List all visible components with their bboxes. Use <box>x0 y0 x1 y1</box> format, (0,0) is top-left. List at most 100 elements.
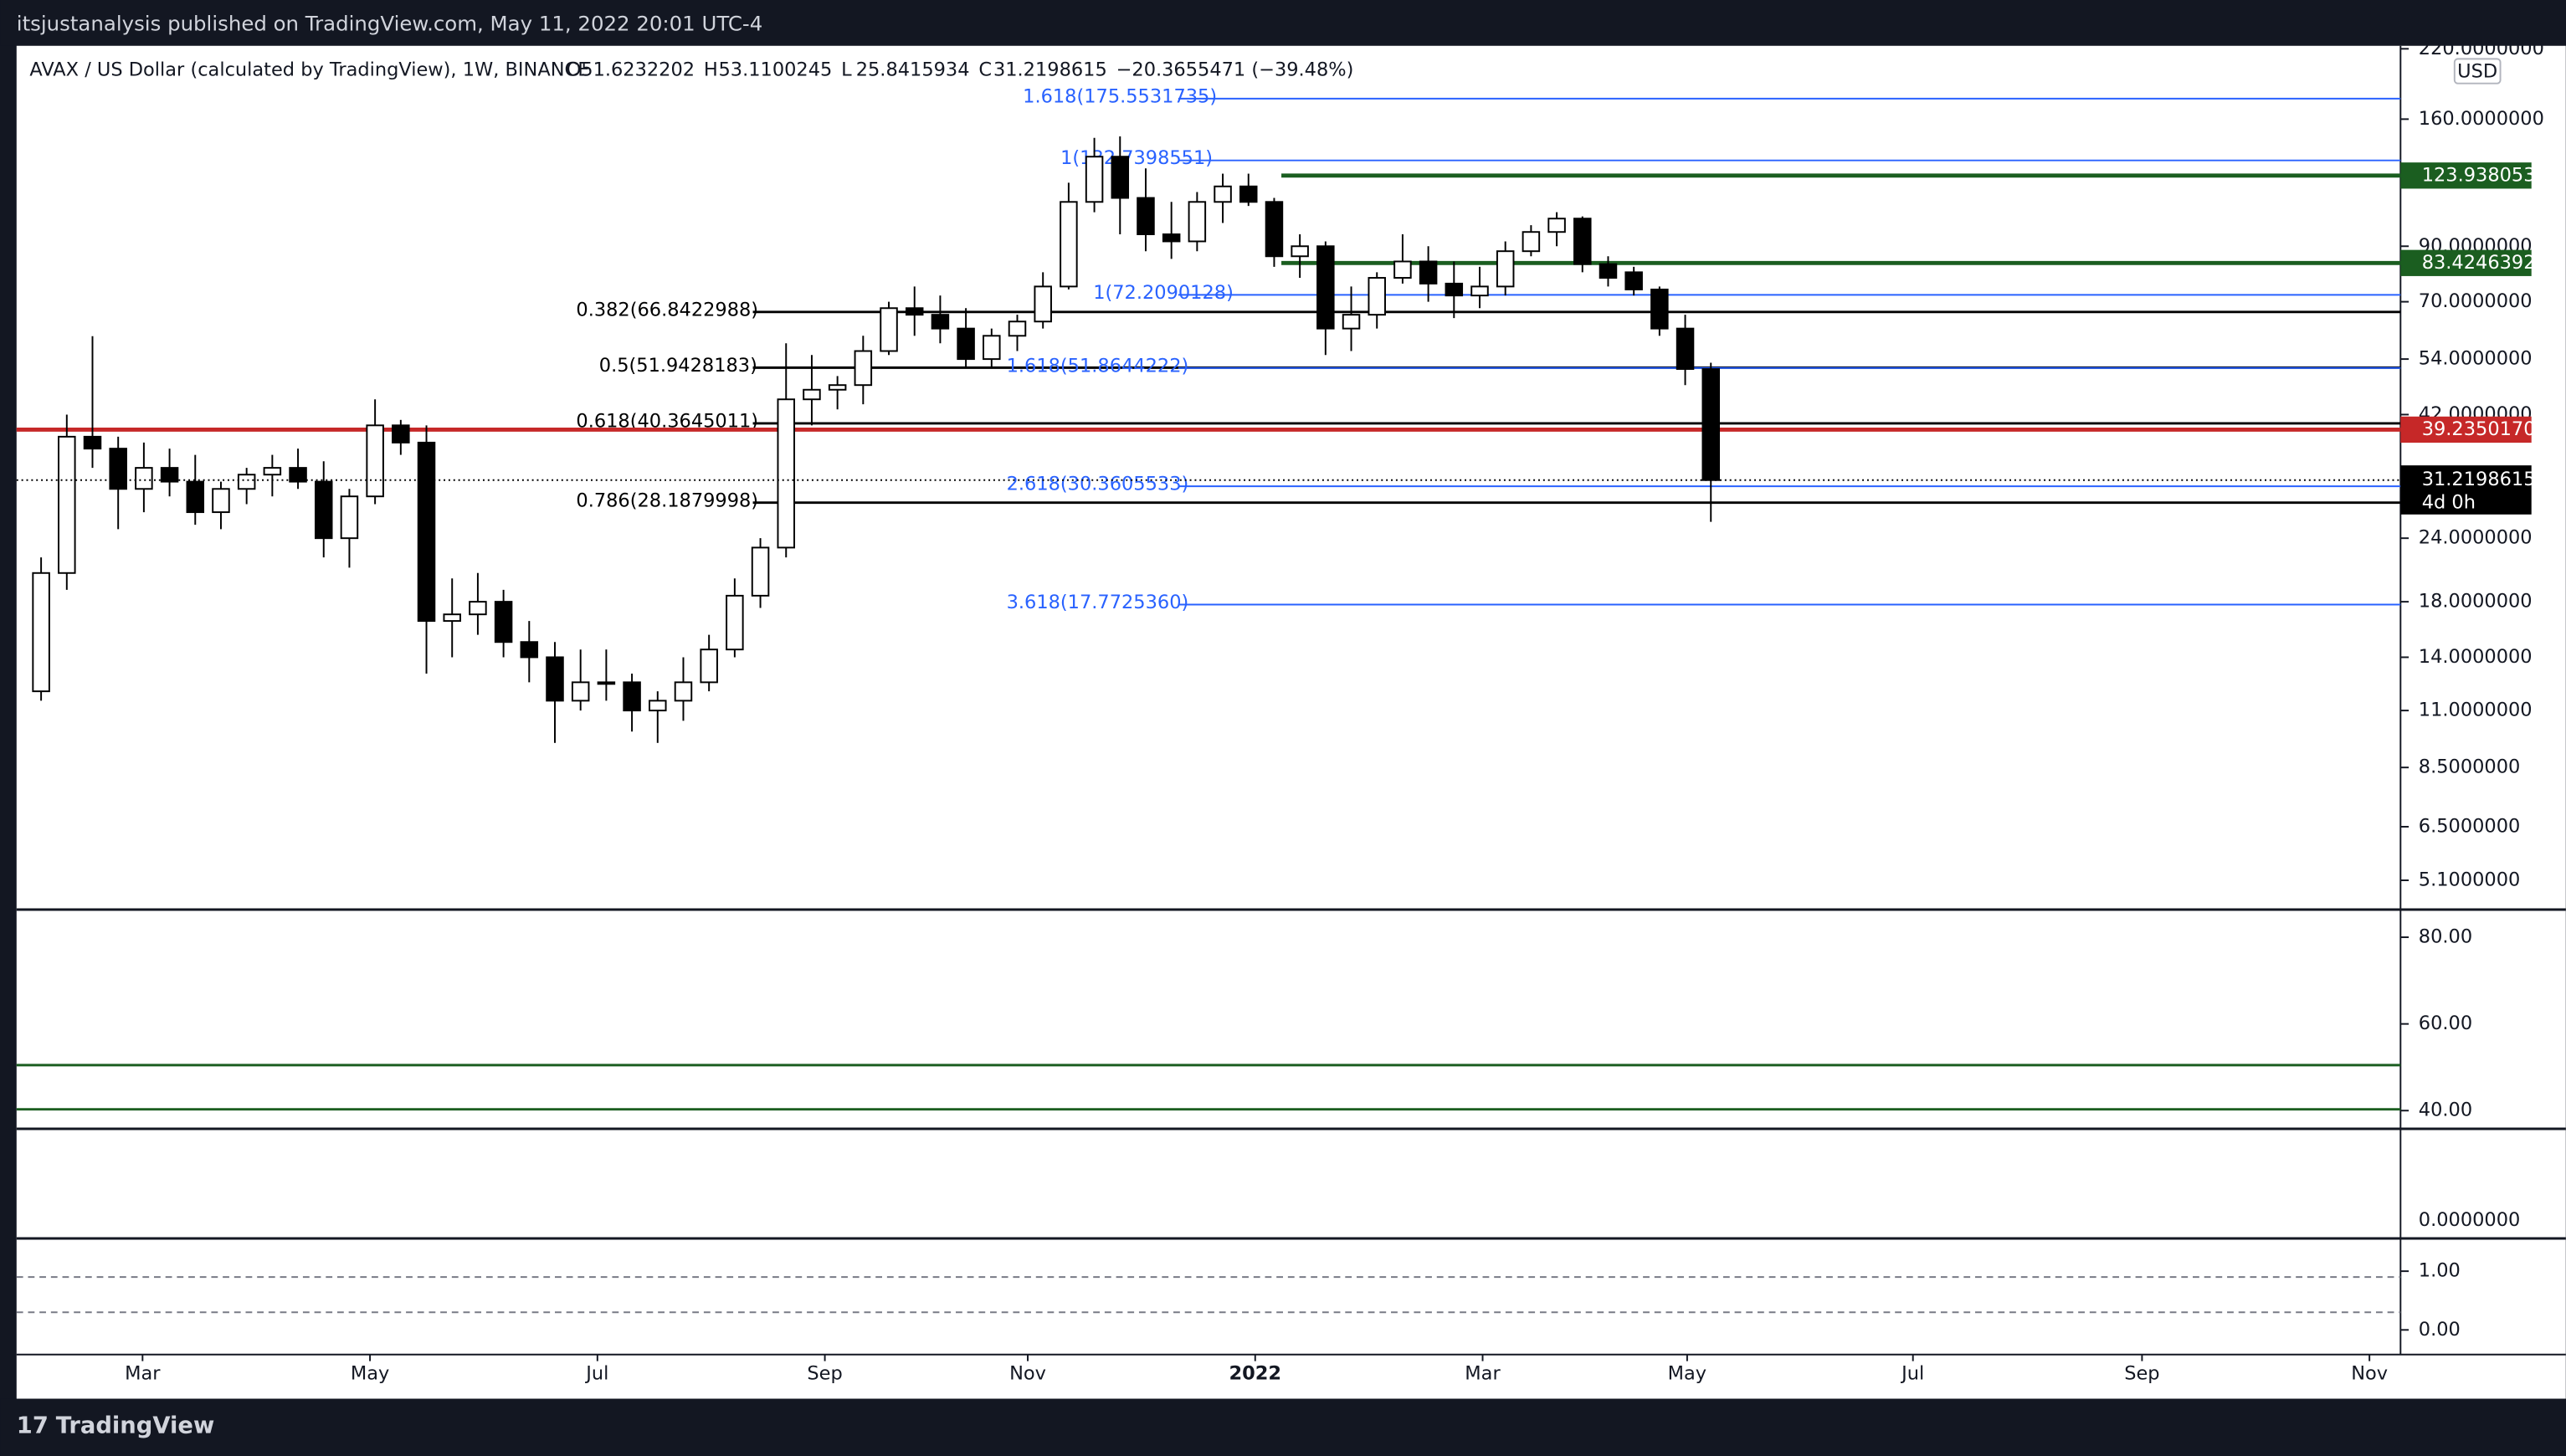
candle-body <box>1239 185 1258 203</box>
candle-body <box>571 681 590 702</box>
candle-body <box>1393 260 1412 279</box>
candle-body <box>263 467 282 476</box>
candle-body <box>83 435 102 450</box>
candle-body <box>1368 277 1386 316</box>
x-tick-label: 2022 <box>1229 1363 1281 1385</box>
candle-body <box>957 327 975 361</box>
candle-body <box>289 467 307 483</box>
candle-body <box>1445 282 1464 297</box>
x-tick-label: May <box>1668 1363 1706 1385</box>
candle-body <box>623 681 641 712</box>
candle-body <box>751 546 770 597</box>
candle-body <box>649 700 667 712</box>
x-tick-label: Sep <box>2124 1363 2159 1385</box>
candle-body <box>726 594 744 651</box>
candle-body <box>674 681 693 702</box>
macd-tick-label: 0.0000000 <box>2419 1209 2521 1231</box>
candle-body <box>340 495 359 540</box>
legend-text: 51.6232202 <box>581 59 695 81</box>
x-tick-label: Jul <box>1900 1363 1924 1385</box>
level-label: 3.618(17.7725360) <box>1007 592 1189 613</box>
candle-body <box>1624 271 1643 290</box>
candle-body <box>777 398 796 549</box>
level-label: 2.618(30.3605533) <box>1007 474 1189 495</box>
y-tick-label: 14.0000000 <box>2419 646 2533 668</box>
level-label: 1.618(51.8644222) <box>1007 355 1189 377</box>
level-label: 0.5(51.9428183) <box>599 355 757 377</box>
x-tick-label: Jul <box>584 1363 608 1385</box>
x-tick-label: Sep <box>807 1363 842 1385</box>
last-price-tag <box>2400 465 2532 515</box>
publish-info: itsjustanalysis published on TradingView… <box>17 11 762 35</box>
level-label: 0.382(66.8422988) <box>576 299 758 320</box>
candle-body <box>1265 201 1284 258</box>
currency: USD <box>2457 61 2497 83</box>
candle-body <box>880 307 898 352</box>
currency-box <box>2453 58 2502 85</box>
candle-body <box>905 307 924 316</box>
legend-text: AVAX / US Dollar (calculated by TradingV… <box>29 59 589 81</box>
candle-body <box>1676 327 1695 370</box>
candle-body <box>854 350 873 387</box>
candle-body <box>1496 250 1515 288</box>
y-tick-label: 220.0000000 <box>2419 38 2544 59</box>
y-tick-label: 6.5000000 <box>2419 815 2521 837</box>
bottom-bar <box>0 1398 2566 1456</box>
candle-body <box>417 441 436 623</box>
legend-text: H <box>704 59 718 81</box>
y-tick-label: 5.1000000 <box>2419 869 2521 891</box>
candle-body <box>1547 218 1566 233</box>
x-tick-label: Mar <box>1465 1363 1501 1385</box>
legend-text: L <box>841 59 852 81</box>
y-tick-label: 160.0000000 <box>2419 108 2544 130</box>
candle-body <box>186 480 205 514</box>
candle-body <box>1111 156 1130 199</box>
chart-area <box>16 45 2566 1399</box>
candle-body <box>58 435 76 574</box>
candle-body <box>1060 201 1078 288</box>
candle-body <box>983 335 1001 361</box>
candle-body <box>1419 260 1438 285</box>
rsi-tick-label: 80.00 <box>2419 926 2472 948</box>
candle-body <box>597 681 616 685</box>
candle-body <box>1650 288 1669 330</box>
candle-body <box>314 480 333 540</box>
candle-body <box>1342 314 1361 330</box>
legend-text: 31.2198615 <box>993 59 1107 81</box>
candle-body <box>1034 285 1052 323</box>
level-label: 1.618(175.5531735) <box>1023 85 1217 107</box>
y-tick-label: 11.0000000 <box>2419 700 2533 721</box>
candle-body <box>1470 285 1489 297</box>
candle-body <box>443 613 461 623</box>
candle-body <box>520 641 539 659</box>
last-price-label: 31.2198615 <box>2422 469 2536 490</box>
candle-body <box>366 424 384 498</box>
candle-body <box>32 572 50 693</box>
x-tick-label: Nov <box>2351 1363 2388 1385</box>
price-tag-label: 83.4246392 <box>2422 252 2536 274</box>
candle-body <box>135 467 153 490</box>
candle-body <box>1085 156 1104 203</box>
x-tick-label: Mar <box>125 1363 161 1385</box>
price-tag <box>2400 249 2532 276</box>
legend-text: 53.1100245 <box>719 59 833 81</box>
price-tag-label: 39.2350170 <box>2422 418 2536 440</box>
y-tick-label: 54.0000000 <box>2419 348 2533 370</box>
candle-body <box>931 314 950 330</box>
level-label: 1(72.2090128) <box>1093 282 1234 304</box>
price-tag-label: 123.9380539 <box>2422 164 2548 186</box>
legend-text: 25.8415934 <box>856 59 970 81</box>
candle-body <box>1316 245 1335 330</box>
level-label: 1(132.7398551) <box>1060 147 1213 169</box>
candle-body <box>1522 231 1541 253</box>
candle-body <box>1137 197 1155 235</box>
y-tick-label: 18.0000000 <box>2419 591 2533 613</box>
symbol-legend: AVAX / US Dollar (calculated by TradingV… <box>29 59 1353 81</box>
brand-logo: 17 <box>17 1412 49 1438</box>
candle-body <box>160 467 179 483</box>
candle-body <box>1291 245 1309 258</box>
candle-body <box>469 601 487 616</box>
osc-tick-label: 1.00 <box>2419 1260 2461 1282</box>
price-tag <box>2400 162 2532 189</box>
